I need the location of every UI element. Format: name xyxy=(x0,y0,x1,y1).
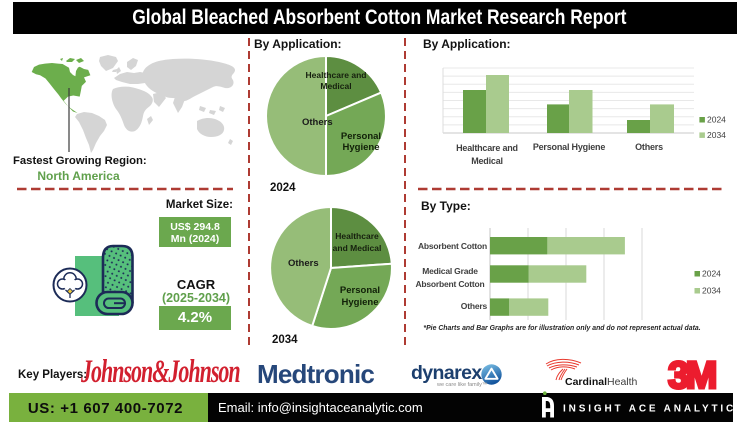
svg-text:2034: 2034 xyxy=(702,286,721,296)
svg-text:2034: 2034 xyxy=(707,130,726,140)
svg-text:INSIGHT ACE ANALYTIC: INSIGHT ACE ANALYTIC xyxy=(563,404,736,415)
svg-text:2024: 2024 xyxy=(702,269,721,279)
svg-text:2024: 2024 xyxy=(707,115,726,125)
svg-text:3M: 3M xyxy=(668,355,716,394)
